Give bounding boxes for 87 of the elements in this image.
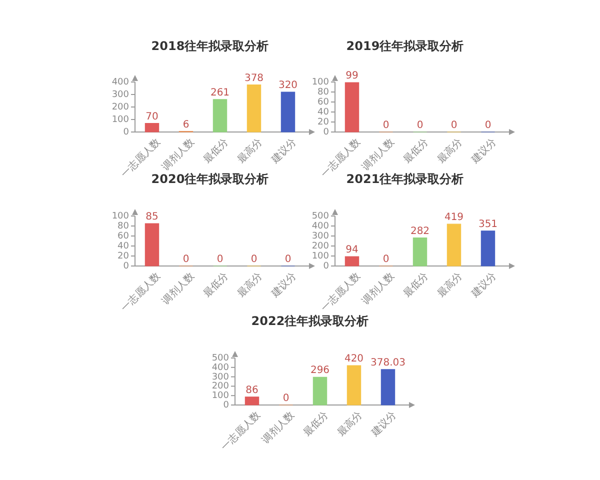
- x-tick-label: 最低分: [400, 136, 431, 166]
- data-label: 0: [416, 120, 424, 131]
- y-tick-label: 300: [212, 372, 230, 382]
- data-label: 351: [478, 218, 498, 230]
- data-label: 0: [450, 120, 458, 131]
- bar: [344, 256, 360, 266]
- data-label: 0: [284, 254, 292, 265]
- y-tick-label: 20: [118, 251, 130, 262]
- chart-title: 2018往年拟录取分析: [151, 39, 269, 53]
- y-tick-label: 80: [318, 87, 330, 98]
- data-label: 282: [410, 226, 430, 237]
- y-tick-label: 0: [223, 400, 230, 410]
- x-tick-label: 建议分: [468, 136, 499, 167]
- data-label: 0: [382, 120, 390, 131]
- y-tick-label: 100: [112, 211, 130, 222]
- y-tick-label: 300: [112, 90, 130, 100]
- data-label: 85: [146, 212, 158, 222]
- y-tick-label: 400: [312, 221, 330, 232]
- y-tick-label: 0: [323, 127, 330, 138]
- x-tick-label: 最低分: [400, 270, 431, 300]
- y-tick-label: 40: [118, 241, 130, 252]
- bar: [380, 369, 396, 406]
- x-tick-label: 最低分: [200, 270, 231, 300]
- y-tick-label: 500: [312, 211, 330, 222]
- data-label: 86: [246, 384, 258, 396]
- data-label: 6: [182, 119, 190, 130]
- chart-title: 2021往年拟录取分析: [346, 172, 464, 186]
- x-tick-label: 最高分: [434, 270, 465, 300]
- x-tick-label: 建议分: [468, 270, 499, 301]
- y-tick-label: 80: [118, 221, 130, 232]
- data-label: 419: [444, 212, 464, 224]
- data-label: 94: [346, 244, 358, 256]
- data-label: 0: [484, 120, 492, 131]
- bar: [480, 230, 496, 266]
- data-label: 0: [250, 254, 258, 265]
- y-tick-label: 200: [112, 102, 130, 112]
- x-tick-label: 建议分: [368, 409, 399, 440]
- y-tick-label: 20: [318, 117, 330, 128]
- x-tick-label: 调剂人数: [160, 136, 197, 173]
- x-tick-label: 建议分: [268, 270, 299, 301]
- chart-title: 2020往年拟录取分析: [151, 172, 269, 186]
- y-tick-label: 100: [312, 251, 330, 262]
- bar: [212, 99, 228, 132]
- y-tick-label: 60: [318, 97, 330, 108]
- data-label: 320: [278, 80, 298, 91]
- x-tick-label: 最低分: [300, 409, 331, 439]
- data-label: 261: [210, 87, 230, 98]
- y-tick-label: 60: [118, 231, 130, 242]
- data-label: 0: [182, 254, 190, 265]
- x-tick-label: 建议分: [268, 136, 299, 167]
- bar: [446, 224, 462, 266]
- y-tick-label: 100: [212, 391, 230, 402]
- x-tick-label: 调剂人数: [360, 136, 397, 173]
- data-label: 0: [282, 393, 290, 404]
- y-tick-label: 100: [312, 77, 330, 88]
- bar: [244, 396, 260, 406]
- x-tick-label: 最高分: [434, 136, 465, 166]
- bar: [280, 92, 296, 132]
- bar: [246, 84, 262, 132]
- bar: [412, 238, 428, 266]
- y-tick-label: 400: [112, 77, 130, 88]
- y-tick-label: 400: [212, 362, 230, 373]
- bar: [312, 376, 328, 406]
- data-label: 70: [146, 111, 158, 122]
- x-tick-label: 最高分: [234, 270, 265, 300]
- chart-title: 2022往年拟录取分析: [251, 314, 369, 328]
- y-tick-label: 0: [123, 261, 130, 272]
- data-label: 296: [310, 365, 330, 376]
- y-tick-label: 500: [212, 353, 230, 364]
- chart-title: 2019往年拟录取分析: [346, 39, 464, 53]
- x-tick-label: 最高分: [234, 136, 265, 166]
- x-tick-label: 最高分: [334, 409, 365, 439]
- data-label: 99: [346, 70, 358, 82]
- data-label: 378.03: [370, 357, 406, 368]
- data-label: 0: [382, 254, 390, 265]
- bar: [346, 365, 362, 406]
- y-tick-label: 200: [312, 241, 330, 252]
- data-label: 420: [344, 354, 364, 365]
- y-tick-label: 0: [323, 261, 330, 272]
- y-tick-label: 100: [112, 114, 130, 125]
- y-tick-label: 200: [212, 382, 230, 392]
- data-label: 378: [244, 72, 264, 84]
- y-tick-label: 300: [312, 231, 330, 242]
- y-tick-label: 0: [123, 127, 130, 138]
- bar: [144, 122, 160, 132]
- y-tick-label: 40: [318, 107, 330, 118]
- x-tick-label: 最低分: [200, 136, 231, 166]
